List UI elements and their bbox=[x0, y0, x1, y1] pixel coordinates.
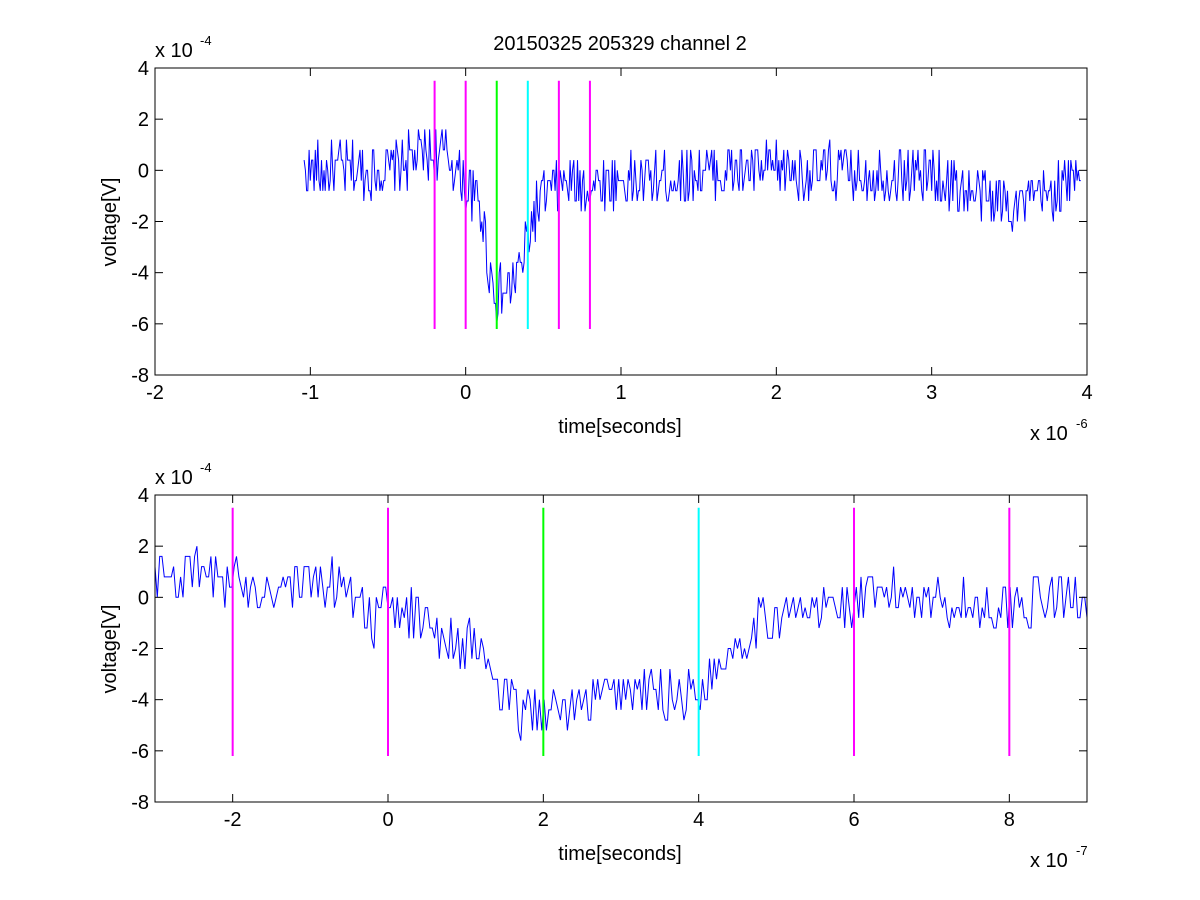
bottom-y-exponent-base: x 10 bbox=[155, 467, 193, 489]
top-y-ticks: -8 -6 -4 -2 0 2 4 bbox=[131, 58, 1087, 387]
top-y-axis-label: voltage[V] bbox=[99, 178, 121, 267]
x-tick-label: 4 bbox=[1081, 382, 1092, 404]
bottom-x-ticks: -2 0 2 4 6 8 bbox=[224, 495, 1015, 831]
bottom-y-axis-label: voltage[V] bbox=[99, 605, 121, 694]
bottom-y-ticks: -8 -6 -4 -2 0 2 4 bbox=[131, 485, 1087, 814]
y-tick-label: 2 bbox=[138, 109, 149, 131]
y-tick-label: -4 bbox=[131, 690, 149, 712]
x-tick-label: 2 bbox=[538, 809, 549, 831]
bottom-plot: -2 0 2 4 6 8 -8 -6 -4 -2 0 2 4 x 10 -4 x 10 -7 time… bbox=[99, 460, 1088, 872]
top-axes-frame bbox=[154, 67, 1088, 376]
y-tick-label: -4 bbox=[131, 263, 149, 285]
x-tick-label: 4 bbox=[693, 809, 704, 831]
top-x-ticks: -2 -1 0 1 2 3 4 bbox=[146, 68, 1093, 404]
y-tick-label: -8 bbox=[131, 792, 149, 814]
y-tick-label: 2 bbox=[138, 536, 149, 558]
y-tick-label: -8 bbox=[131, 365, 149, 387]
bottom-x-axis-label: time[seconds] bbox=[558, 843, 681, 865]
y-tick-label: 4 bbox=[138, 485, 149, 507]
y-tick-label: -2 bbox=[131, 639, 149, 661]
bottom-marker-lines bbox=[231, 507, 1011, 756]
signal-line bbox=[303, 129, 1081, 324]
bottom-x-exponent-base: x 10 bbox=[1030, 850, 1068, 872]
x-tick-label: -2 bbox=[224, 809, 242, 831]
top-y-exponent-power: -4 bbox=[200, 33, 212, 48]
y-tick-label: 0 bbox=[138, 160, 149, 182]
signal-line bbox=[154, 546, 1088, 741]
x-tick-label: 0 bbox=[460, 382, 471, 404]
y-tick-label: 0 bbox=[138, 587, 149, 609]
chart-title: 20150325 205329 channel 2 bbox=[493, 33, 747, 55]
bottom-signal-series bbox=[154, 546, 1088, 741]
top-x-exponent-base: x 10 bbox=[1030, 423, 1068, 445]
top-plot: -2 -1 0 1 2 3 4 -8 -6 -4 -2 0 2 4 x 10 -4 x 10 -6 ti… bbox=[99, 33, 1093, 445]
bottom-y-exponent-power: -4 bbox=[200, 460, 212, 475]
y-tick-label: -6 bbox=[131, 741, 149, 763]
x-tick-label: 1 bbox=[615, 382, 626, 404]
top-x-exponent-power: -6 bbox=[1076, 416, 1088, 431]
top-y-exponent-base: x 10 bbox=[155, 40, 193, 62]
bottom-x-exponent-power: -7 bbox=[1076, 843, 1088, 858]
x-tick-label: -2 bbox=[146, 382, 164, 404]
top-signal-series bbox=[303, 129, 1081, 324]
x-tick-label: -1 bbox=[301, 382, 319, 404]
y-tick-label: 4 bbox=[138, 58, 149, 80]
top-marker-lines bbox=[433, 80, 591, 329]
x-tick-label: 3 bbox=[926, 382, 937, 404]
bottom-axes-frame bbox=[154, 494, 1088, 803]
top-x-axis-label: time[seconds] bbox=[558, 416, 681, 438]
x-tick-label: 0 bbox=[382, 809, 393, 831]
y-tick-label: -2 bbox=[131, 212, 149, 234]
x-tick-label: 6 bbox=[848, 809, 859, 831]
y-tick-label: -6 bbox=[131, 314, 149, 336]
x-tick-label: 8 bbox=[1004, 809, 1015, 831]
x-tick-label: 2 bbox=[771, 382, 782, 404]
